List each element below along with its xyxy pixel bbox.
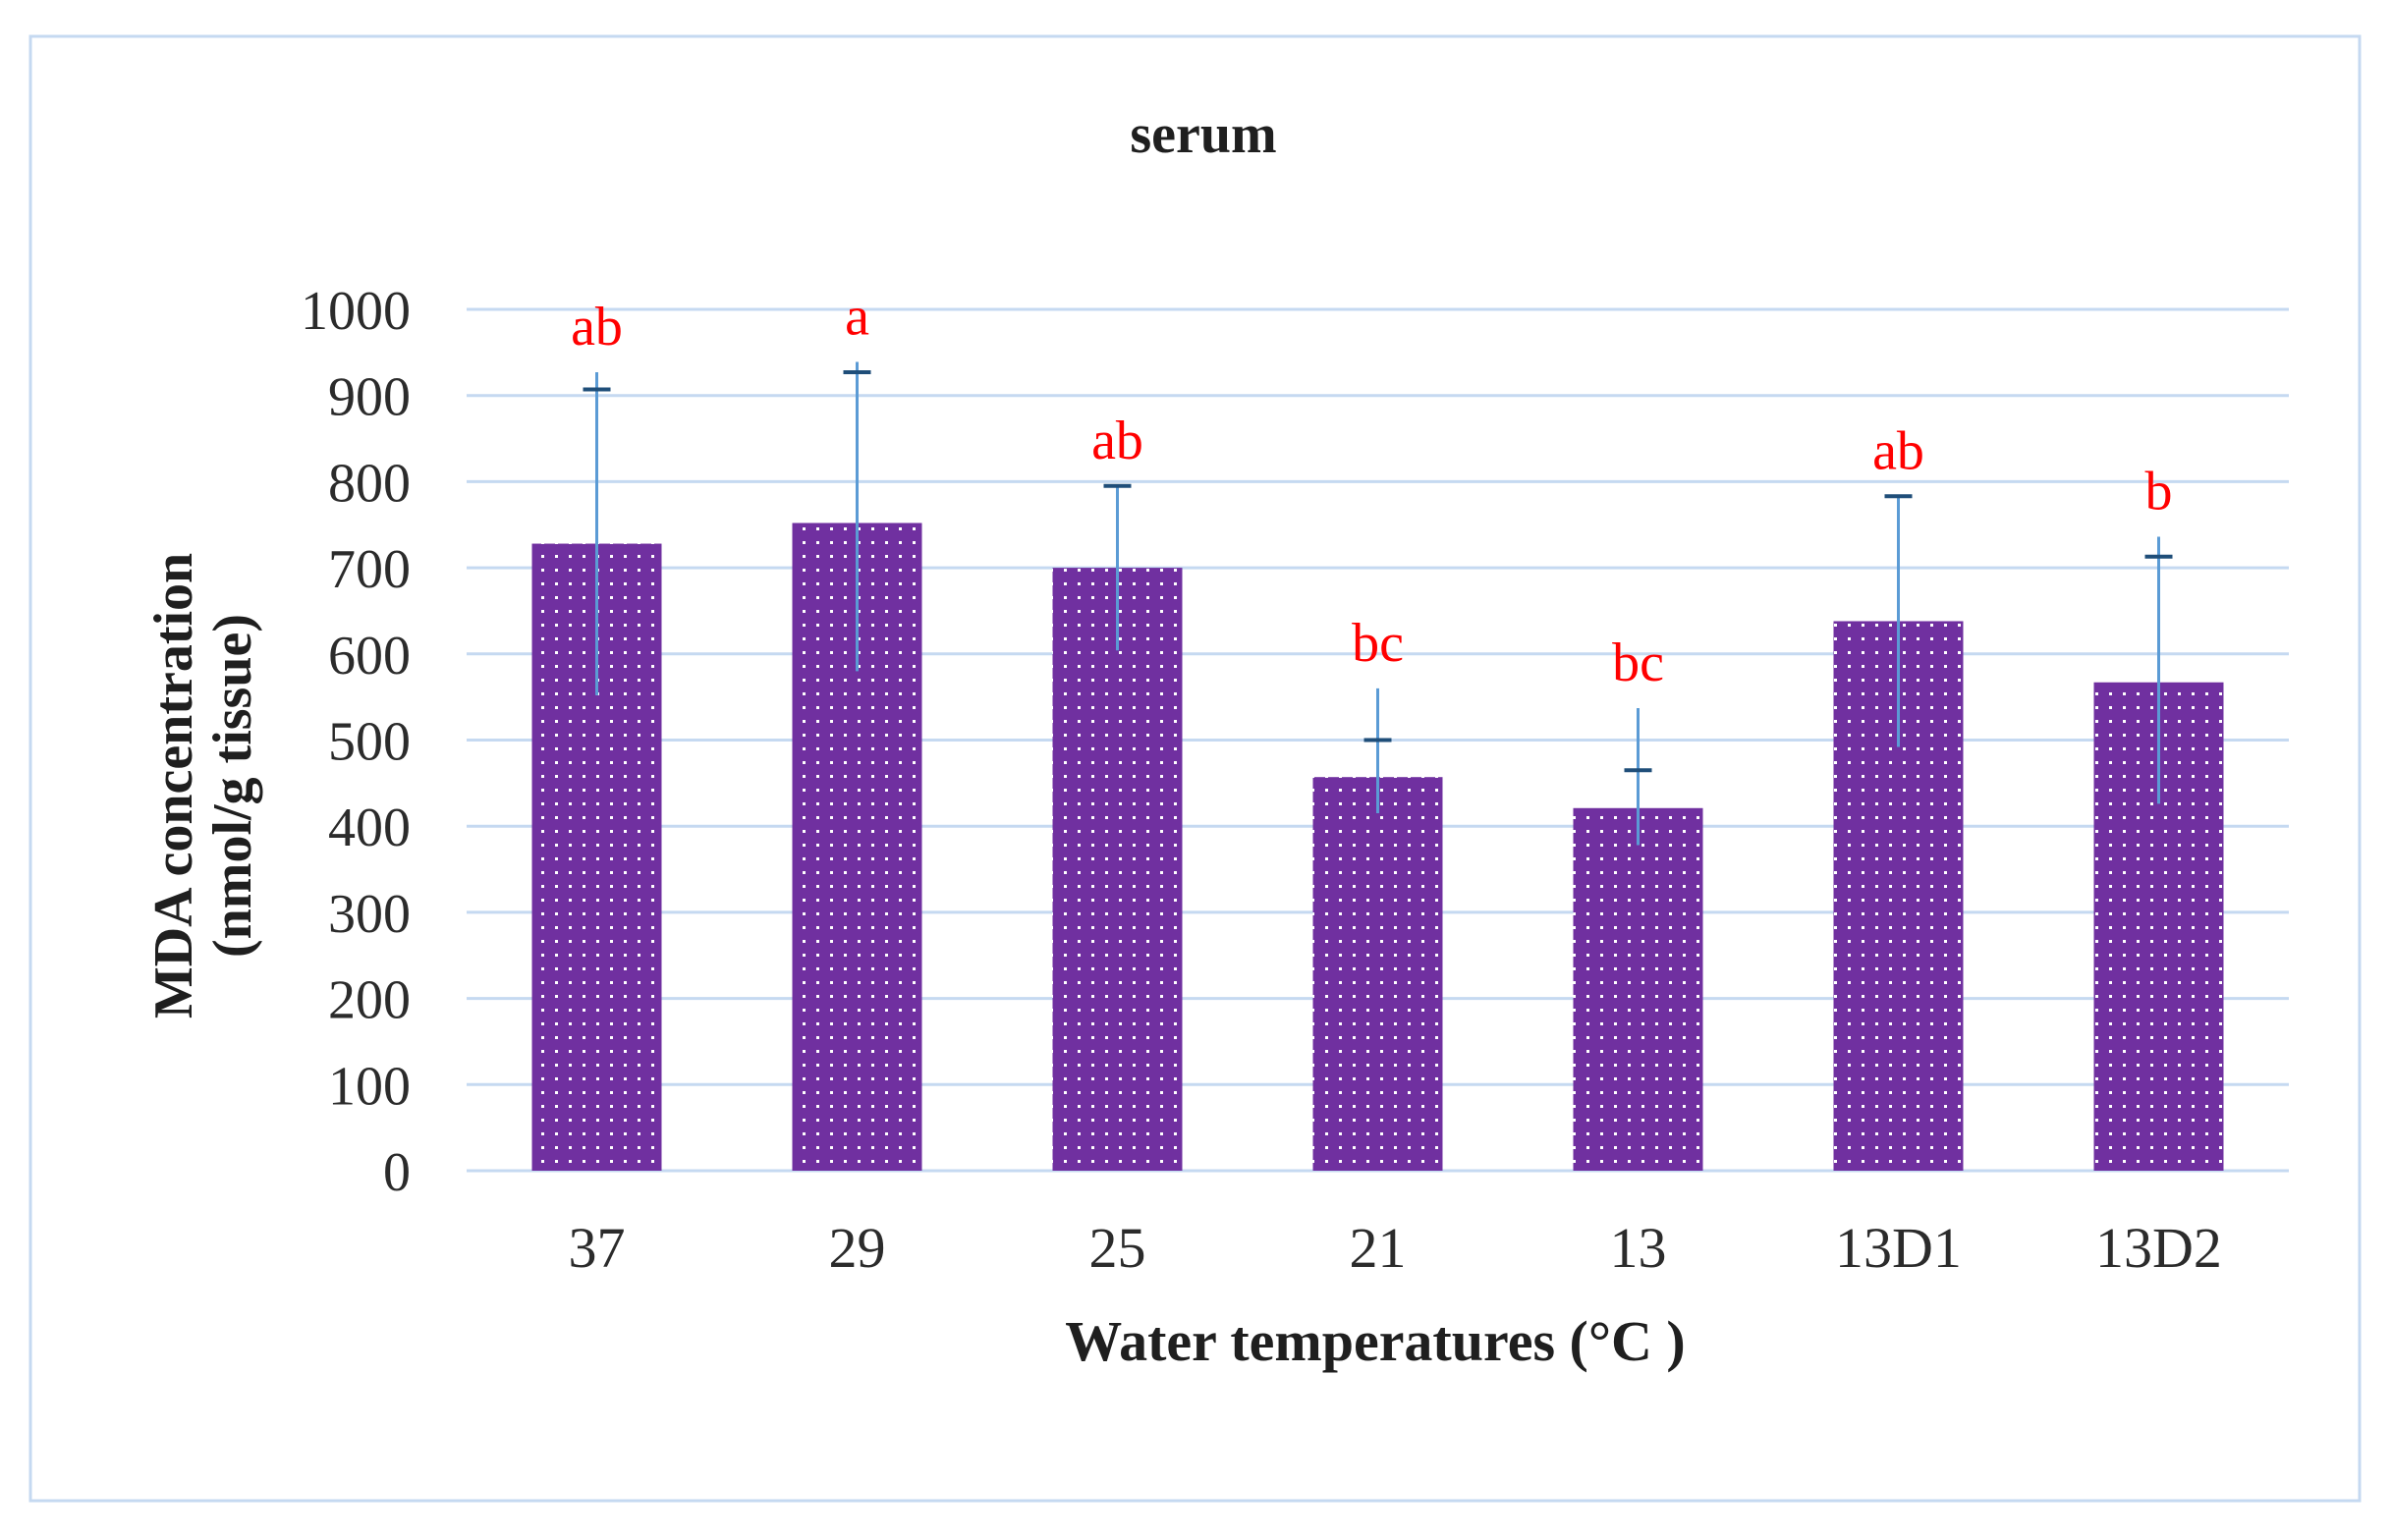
y-tick-label: 400	[328, 798, 411, 858]
y-tick-label: 600	[328, 626, 411, 687]
x-tick-label: 13	[1610, 1216, 1667, 1280]
y-tick-label: 500	[328, 712, 411, 773]
y-tick-label: 800	[328, 453, 411, 514]
x-tick-label: 25	[1089, 1216, 1146, 1280]
significance-letters: ab a ab bc bc ab b	[571, 286, 2172, 693]
y-axis-label-line2: (nmol/g tissue)	[202, 614, 263, 958]
bar-25	[1052, 568, 1183, 1171]
y-tick-label: 900	[328, 367, 411, 428]
significance-letter-29: a	[845, 286, 869, 347]
y-tick-label: 300	[328, 884, 411, 945]
x-axis-ticks: 37 29 25 21 13 13D1 13D2	[569, 1216, 2222, 1280]
significance-letter-21: bc	[1352, 613, 1404, 674]
x-tick-label: 21	[1350, 1216, 1407, 1280]
y-tick-label: 1000	[301, 281, 411, 342]
y-tick-label: 700	[328, 539, 411, 600]
significance-letter-13D1: ab	[1872, 420, 1924, 481]
significance-letter-25: ab	[1091, 411, 1143, 471]
significance-letter-13: bc	[1612, 632, 1664, 693]
x-axis-label: Water temperatures (°C )	[1065, 1309, 1685, 1373]
error-bars	[583, 361, 2173, 846]
chart-title: serum	[1130, 104, 1276, 165]
y-tick-label: 100	[328, 1056, 411, 1117]
bar-13	[1573, 807, 1703, 1171]
y-axis-ticks: 0 100 200 300 400 500 600 700 800 900 1000	[301, 281, 411, 1203]
chart-border	[28, 34, 2362, 1503]
x-tick-label: 37	[569, 1216, 626, 1280]
y-tick-label: 200	[328, 970, 411, 1031]
significance-letter-37: ab	[571, 297, 623, 358]
y-tick-label: 0	[383, 1142, 411, 1203]
y-axis-label-line1: MDA concentration	[143, 553, 204, 1018]
significance-letter-13D2: b	[2145, 462, 2173, 522]
x-tick-label: 13D1	[1835, 1216, 1962, 1280]
gridlines	[467, 307, 2289, 1173]
x-tick-label: 13D2	[2095, 1216, 2222, 1280]
x-tick-label: 29	[829, 1216, 886, 1280]
bar-21	[1312, 777, 1443, 1171]
